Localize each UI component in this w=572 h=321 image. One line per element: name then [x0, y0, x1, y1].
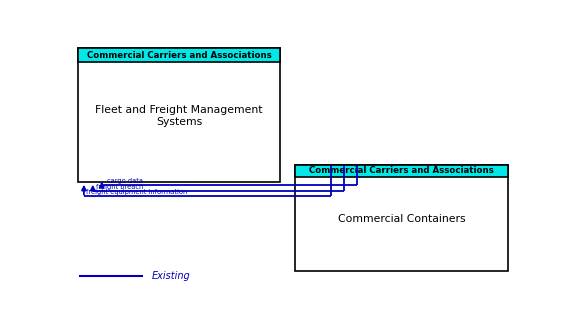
- Bar: [78, 48, 280, 62]
- Text: Fleet and Freight Management
Systems: Fleet and Freight Management Systems: [96, 105, 263, 127]
- Text: Commercial Carriers and Associations: Commercial Carriers and Associations: [86, 51, 271, 60]
- Bar: [78, 48, 280, 182]
- Text: freight equipment information: freight equipment information: [86, 189, 188, 195]
- Text: Commercial Carriers and Associations: Commercial Carriers and Associations: [309, 167, 494, 176]
- Text: cargo data: cargo data: [107, 178, 143, 184]
- Bar: [295, 165, 508, 271]
- Bar: [295, 165, 508, 177]
- Text: freight breach: freight breach: [96, 184, 144, 189]
- Text: Existing: Existing: [151, 271, 190, 281]
- Text: Commercial Containers: Commercial Containers: [338, 214, 466, 224]
